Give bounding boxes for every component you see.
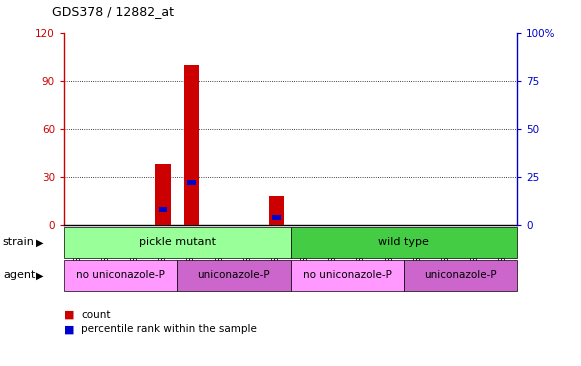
- Bar: [187, 180, 196, 185]
- Text: strain: strain: [3, 238, 35, 247]
- Text: GDS378 / 12882_at: GDS378 / 12882_at: [52, 5, 174, 18]
- Text: pickle mutant: pickle mutant: [139, 238, 216, 247]
- Bar: [268, 196, 284, 225]
- Bar: [64, 260, 177, 291]
- Text: percentile rank within the sample: percentile rank within the sample: [81, 324, 257, 335]
- Bar: [64, 227, 290, 258]
- Text: uniconazole-P: uniconazole-P: [424, 270, 497, 280]
- Text: no uniconazole-P: no uniconazole-P: [76, 270, 165, 280]
- Text: no uniconazole-P: no uniconazole-P: [303, 270, 392, 280]
- Text: ■: ■: [64, 324, 74, 335]
- Bar: [155, 164, 171, 225]
- Text: count: count: [81, 310, 111, 320]
- Bar: [272, 215, 281, 220]
- Bar: [404, 260, 517, 291]
- Text: ▶: ▶: [36, 270, 44, 280]
- Text: agent: agent: [3, 270, 35, 280]
- Bar: [177, 260, 290, 291]
- Bar: [159, 207, 167, 212]
- Bar: [290, 227, 517, 258]
- Bar: [184, 65, 199, 225]
- Text: uniconazole-P: uniconazole-P: [198, 270, 270, 280]
- Text: wild type: wild type: [378, 238, 429, 247]
- Text: ■: ■: [64, 310, 74, 320]
- Text: ▶: ▶: [36, 238, 44, 247]
- Bar: [290, 260, 404, 291]
